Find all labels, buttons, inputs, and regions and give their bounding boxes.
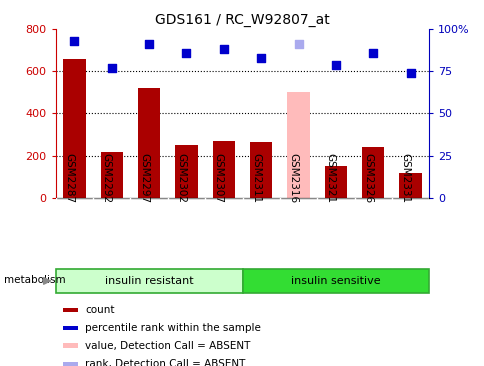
Text: GSM2307: GSM2307 — [213, 153, 223, 203]
Text: GSM2297: GSM2297 — [139, 153, 149, 203]
Bar — [100, 152, 123, 198]
Point — [145, 41, 153, 47]
Text: GSM2287: GSM2287 — [64, 153, 75, 203]
Text: insulin resistant: insulin resistant — [105, 276, 193, 286]
Bar — [63, 344, 77, 348]
Point — [294, 41, 302, 47]
Text: count: count — [85, 305, 114, 315]
Text: GSM2316: GSM2316 — [288, 153, 298, 203]
Point — [331, 62, 339, 68]
Bar — [287, 93, 309, 198]
Bar — [137, 88, 160, 198]
Text: GSM2302: GSM2302 — [176, 153, 186, 203]
Point — [219, 46, 227, 52]
Bar — [63, 308, 77, 312]
Point — [71, 38, 78, 44]
Title: GDS161 / RC_W92807_at: GDS161 / RC_W92807_at — [155, 13, 329, 27]
Bar — [398, 173, 421, 198]
Text: GSM2326: GSM2326 — [363, 153, 373, 203]
Point — [406, 70, 413, 76]
Point — [369, 50, 377, 56]
Text: metabolism: metabolism — [4, 275, 66, 285]
Bar — [361, 147, 384, 198]
Bar — [56, 269, 242, 293]
Bar — [63, 362, 77, 366]
Point — [182, 50, 190, 56]
Text: value, Detection Call = ABSENT: value, Detection Call = ABSENT — [85, 340, 250, 351]
Text: GSM2321: GSM2321 — [325, 153, 335, 203]
Text: insulin sensitive: insulin sensitive — [290, 276, 380, 286]
Text: rank, Detection Call = ABSENT: rank, Detection Call = ABSENT — [85, 359, 245, 366]
Bar — [63, 59, 86, 198]
Text: GSM2292: GSM2292 — [102, 153, 111, 203]
Text: GSM2311: GSM2311 — [251, 153, 261, 203]
Point — [257, 55, 265, 61]
Bar — [324, 167, 347, 198]
Bar — [212, 141, 235, 198]
Text: GSM2331: GSM2331 — [400, 153, 409, 203]
Point — [107, 65, 115, 71]
Bar — [242, 269, 428, 293]
Bar — [249, 142, 272, 198]
Text: percentile rank within the sample: percentile rank within the sample — [85, 323, 260, 333]
Bar — [63, 326, 77, 330]
Bar — [175, 145, 197, 198]
